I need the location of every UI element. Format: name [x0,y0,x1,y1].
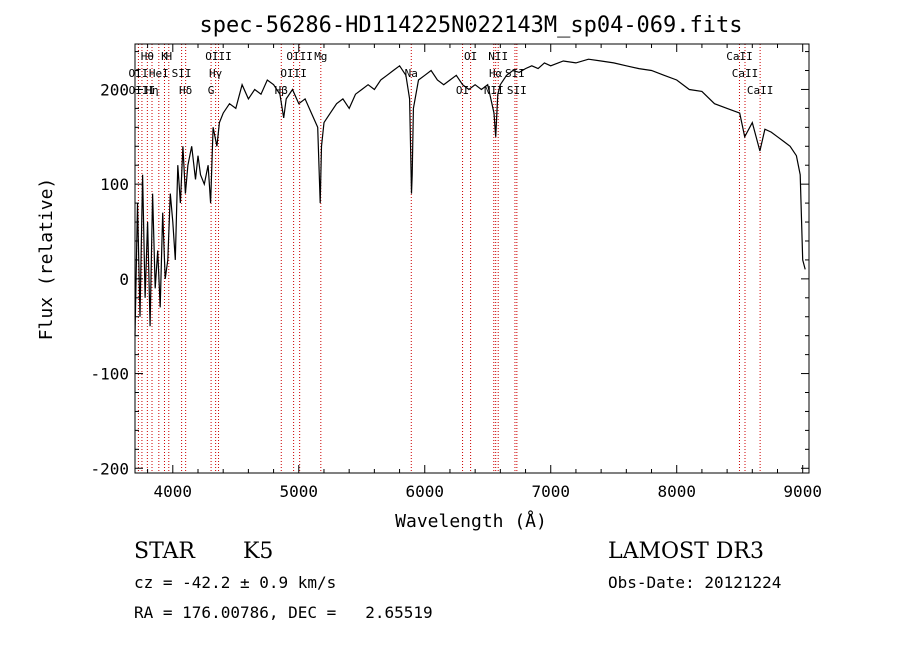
y-axis-ticks: -200 -100 0 100 200 [90,51,809,478]
line-label-22: SII [505,67,525,80]
emission-line-markers [137,44,761,473]
x-tick-label-2: 6000 [405,482,444,501]
line-label-26: CaII [747,84,774,97]
y-tick-label-0: -200 [90,459,129,478]
x-tick-label-0: 4000 [154,482,193,501]
object-class: STAR [134,539,195,564]
plot-frame [134,43,810,474]
line-label-17: OI [456,84,469,97]
x-tick-label-4: 8000 [657,482,696,501]
line-label-1: OII [128,67,148,80]
x-axis-label: Wavelength (Å) [395,510,547,532]
x-tick-label-1: 5000 [280,482,319,501]
line-label-16: Na [405,67,418,80]
line-label-24: CaII [726,50,753,63]
line-label-12: OIII [286,50,313,63]
cz-value: cz = -42.2 ± 0.9 km/s [134,573,337,592]
y-tick-label-4: 200 [100,80,129,99]
ra-dec-coords: RA = 176.00786, DEC = 2.65519 [134,603,433,622]
line-label-0: Hθ [141,50,154,63]
line-label-5: Hη [145,84,158,97]
line-label-3: K [161,50,168,63]
y-axis-label: Flux (relative) [36,178,57,341]
line-label-8: Hδ [179,84,192,97]
line-label-15: Mg [314,50,327,63]
line-label-14: Hβ [275,84,289,97]
line-label-11: G [208,84,215,97]
y-tick-label-3: 100 [100,175,129,194]
y-tick-label-2: 0 [119,270,129,289]
emission-line-labels: HθOIIOIIIKHeIHηHSIIHδOIIIHγGOIIIOIIIHβMg… [128,50,773,97]
line-label-4: HeI [149,67,169,80]
line-label-23: SII [507,84,527,97]
obs-date: Obs-Date: 20121224 [608,573,782,592]
line-label-19: Hα [489,67,503,80]
line-label-7: SII [172,67,192,80]
chart-title: spec-56286-HD114225N022143M_sp04-069.fit… [199,13,742,38]
flux-series-line [134,58,806,336]
line-label-9: OIII [205,50,232,63]
survey-label: LAMOST DR3 [608,539,764,564]
line-label-21: NII [488,50,508,63]
line-label-13: OIII [280,67,307,80]
line-label-10: Hγ [209,67,223,80]
subclass: K5 [243,539,274,564]
x-tick-label-5: 9000 [783,482,822,501]
x-tick-label-3: 7000 [531,482,570,501]
line-label-18: OI [464,50,477,63]
line-label-25: CaII [732,67,759,80]
line-label-6: H [165,50,172,63]
x-axis-ticks: 4000 5000 6000 7000 8000 9000 [147,44,822,501]
y-tick-label-1: -100 [90,365,129,384]
